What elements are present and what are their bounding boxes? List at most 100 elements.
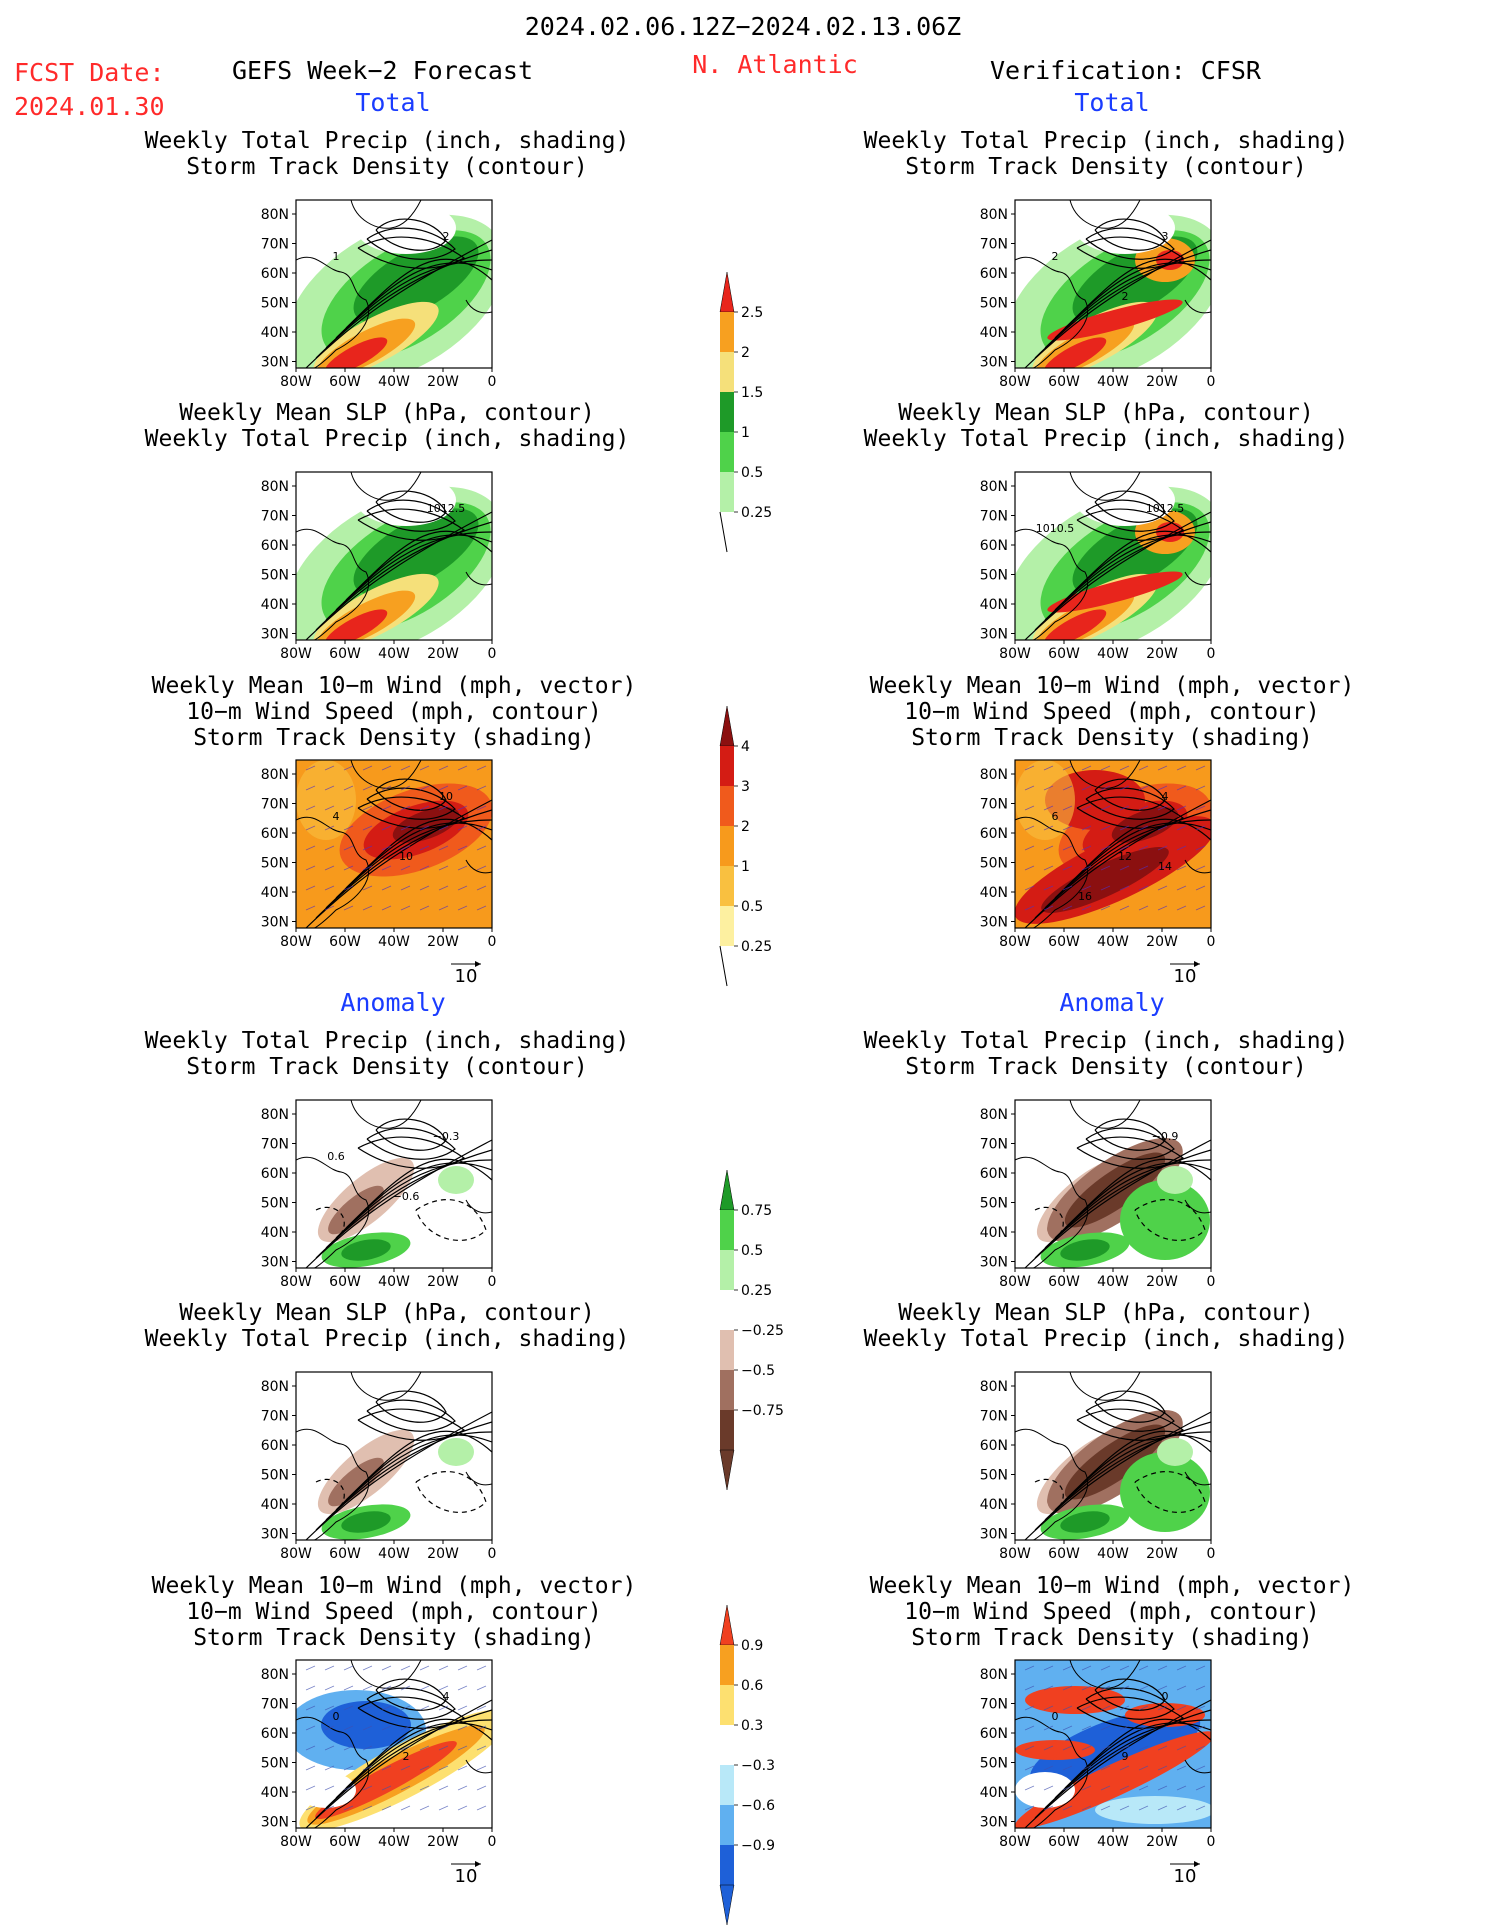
wind-vector bbox=[1043, 1765, 1054, 1771]
colorbar-label: 0.75 bbox=[741, 1203, 772, 1219]
contour-line bbox=[345, 818, 492, 889]
wind-vector bbox=[1176, 1685, 1187, 1691]
colorbar-label: −0.25 bbox=[741, 1323, 784, 1339]
wind-vector bbox=[400, 1765, 411, 1771]
wind-vector bbox=[343, 1785, 354, 1791]
contour-line bbox=[375, 1390, 447, 1423]
wind-vector bbox=[381, 1725, 392, 1731]
shading-area bbox=[438, 1166, 474, 1194]
wind-vector bbox=[362, 805, 373, 811]
wind-vector bbox=[1062, 1785, 1073, 1791]
lat-tick-label: 40N bbox=[980, 1225, 1008, 1241]
wind-vector bbox=[438, 845, 449, 851]
wind-vector bbox=[457, 1685, 468, 1691]
lon-tick-label: 40W bbox=[1097, 646, 1129, 662]
wind-vector bbox=[438, 785, 449, 791]
date-range: 2024.02.06.12Z−2024.02.13.06Z bbox=[524, 12, 962, 41]
contour-line bbox=[415, 1199, 487, 1241]
wind-vector bbox=[343, 865, 354, 871]
wind-vector bbox=[419, 905, 430, 911]
lat-tick-label: 70N bbox=[261, 509, 289, 525]
wind-vector bbox=[381, 805, 392, 811]
wind-vector bbox=[1062, 785, 1073, 791]
contour-line bbox=[1064, 1430, 1211, 1501]
wind-vector bbox=[362, 765, 373, 771]
coastline bbox=[465, 859, 492, 874]
lat-tick-label: 80N bbox=[261, 767, 289, 783]
wind-vector bbox=[457, 825, 468, 831]
coastline bbox=[1184, 859, 1211, 874]
wind-vector bbox=[1157, 785, 1168, 791]
colorbar-segment bbox=[720, 352, 734, 392]
colorbar-segment bbox=[720, 906, 734, 946]
wind-vector bbox=[400, 885, 411, 891]
wind-vector bbox=[324, 865, 335, 871]
lat-tick-label: 80N bbox=[261, 1667, 289, 1683]
contour-line bbox=[345, 1718, 492, 1789]
wind-vector bbox=[1024, 885, 1035, 891]
colorbar-precip-anom: 0.75 0.5 0.25 −0.25 −0.5 −0.75 bbox=[719, 1169, 784, 1491]
map-panel-fc-track-anom: 80N 70N 60N 50N 40N 30N 80W 60W 40W 20W 0 4 0 2 10 bbox=[261, 1659, 496, 1887]
wind-vector bbox=[1176, 1745, 1187, 1751]
coastline bbox=[1069, 1372, 1141, 1401]
wind-vector bbox=[1195, 765, 1206, 771]
colorbar-label: −0.6 bbox=[741, 1798, 775, 1814]
wind-vector bbox=[381, 825, 392, 831]
lat-tick-label: 30N bbox=[261, 627, 289, 643]
lon-tick-label: 20W bbox=[427, 934, 459, 950]
wind-vector bbox=[1043, 845, 1054, 851]
wind-vector bbox=[457, 1745, 468, 1751]
contour-line bbox=[1094, 218, 1166, 251]
wind-vector bbox=[324, 905, 335, 911]
wind-vector bbox=[1062, 845, 1073, 851]
wind-vector bbox=[1119, 1725, 1130, 1731]
lat-tick-label: 70N bbox=[261, 237, 289, 253]
wind-vector bbox=[438, 1725, 449, 1731]
wind-vector bbox=[1100, 1785, 1111, 1791]
lat-tick-label: 60N bbox=[980, 826, 1008, 842]
lat-tick-label: 70N bbox=[980, 1697, 1008, 1713]
lon-tick-label: 60W bbox=[329, 934, 361, 950]
lon-tick-label: 0 bbox=[488, 934, 497, 950]
lon-tick-label: 80W bbox=[280, 934, 312, 950]
wind-vector bbox=[1119, 905, 1130, 911]
coastline bbox=[1015, 256, 1089, 368]
wind-vector bbox=[1100, 905, 1111, 911]
wind-vector bbox=[1081, 805, 1092, 811]
coastline bbox=[465, 1199, 492, 1214]
lon-tick-label: 0 bbox=[1207, 934, 1216, 950]
coastline bbox=[296, 528, 370, 640]
contour-line bbox=[415, 1471, 487, 1513]
contour-line bbox=[1085, 499, 1175, 532]
colorbar-segment bbox=[720, 1765, 734, 1805]
colorbar-segment bbox=[720, 392, 734, 432]
wind-vector bbox=[1176, 1725, 1187, 1731]
wind-vector bbox=[1195, 785, 1206, 791]
wind-vector bbox=[1176, 825, 1187, 831]
shading-area bbox=[1060, 1239, 1110, 1261]
map-panel-vf-slp-total: 80N 70N 60N 50N 40N 30N 80W 60W 40W 20W 0 1012.5 101… bbox=[980, 471, 1215, 662]
colorbar-segment bbox=[720, 1845, 734, 1885]
panel-title-slp-precip: Weekly Mean SLP (hPa, contour) Weekly Tot… bbox=[863, 400, 1349, 452]
wind-vector bbox=[476, 1785, 487, 1791]
wind-vector bbox=[1062, 1725, 1073, 1731]
wind-vector bbox=[1100, 1685, 1111, 1691]
contour-line bbox=[1085, 787, 1175, 820]
wind-vector bbox=[400, 845, 411, 851]
colorbar-segment bbox=[720, 1805, 734, 1845]
wind-vector bbox=[476, 1705, 487, 1711]
panel-title-slp-precip: Weekly Mean SLP (hPa, contour) Weekly Tot… bbox=[144, 400, 630, 452]
lon-tick-label: 40W bbox=[1097, 1274, 1129, 1290]
wind-vector bbox=[1138, 785, 1149, 791]
map-panel-vf-precip-anom: 80N 70N 60N 50N 40N 30N 80W 60W 40W 20W 0 −0.9 bbox=[980, 1099, 1215, 1290]
wind-vector bbox=[305, 885, 316, 891]
coastline bbox=[1069, 1100, 1141, 1129]
lat-tick-label: 70N bbox=[980, 797, 1008, 813]
lat-tick-label: 40N bbox=[261, 325, 289, 341]
wind-vector bbox=[400, 805, 411, 811]
wind-vector bbox=[438, 765, 449, 771]
wind-vector bbox=[438, 1685, 449, 1691]
wind-vector bbox=[457, 905, 468, 911]
lon-tick-label: 40W bbox=[1097, 1834, 1129, 1850]
shading-area bbox=[1015, 760, 1075, 840]
